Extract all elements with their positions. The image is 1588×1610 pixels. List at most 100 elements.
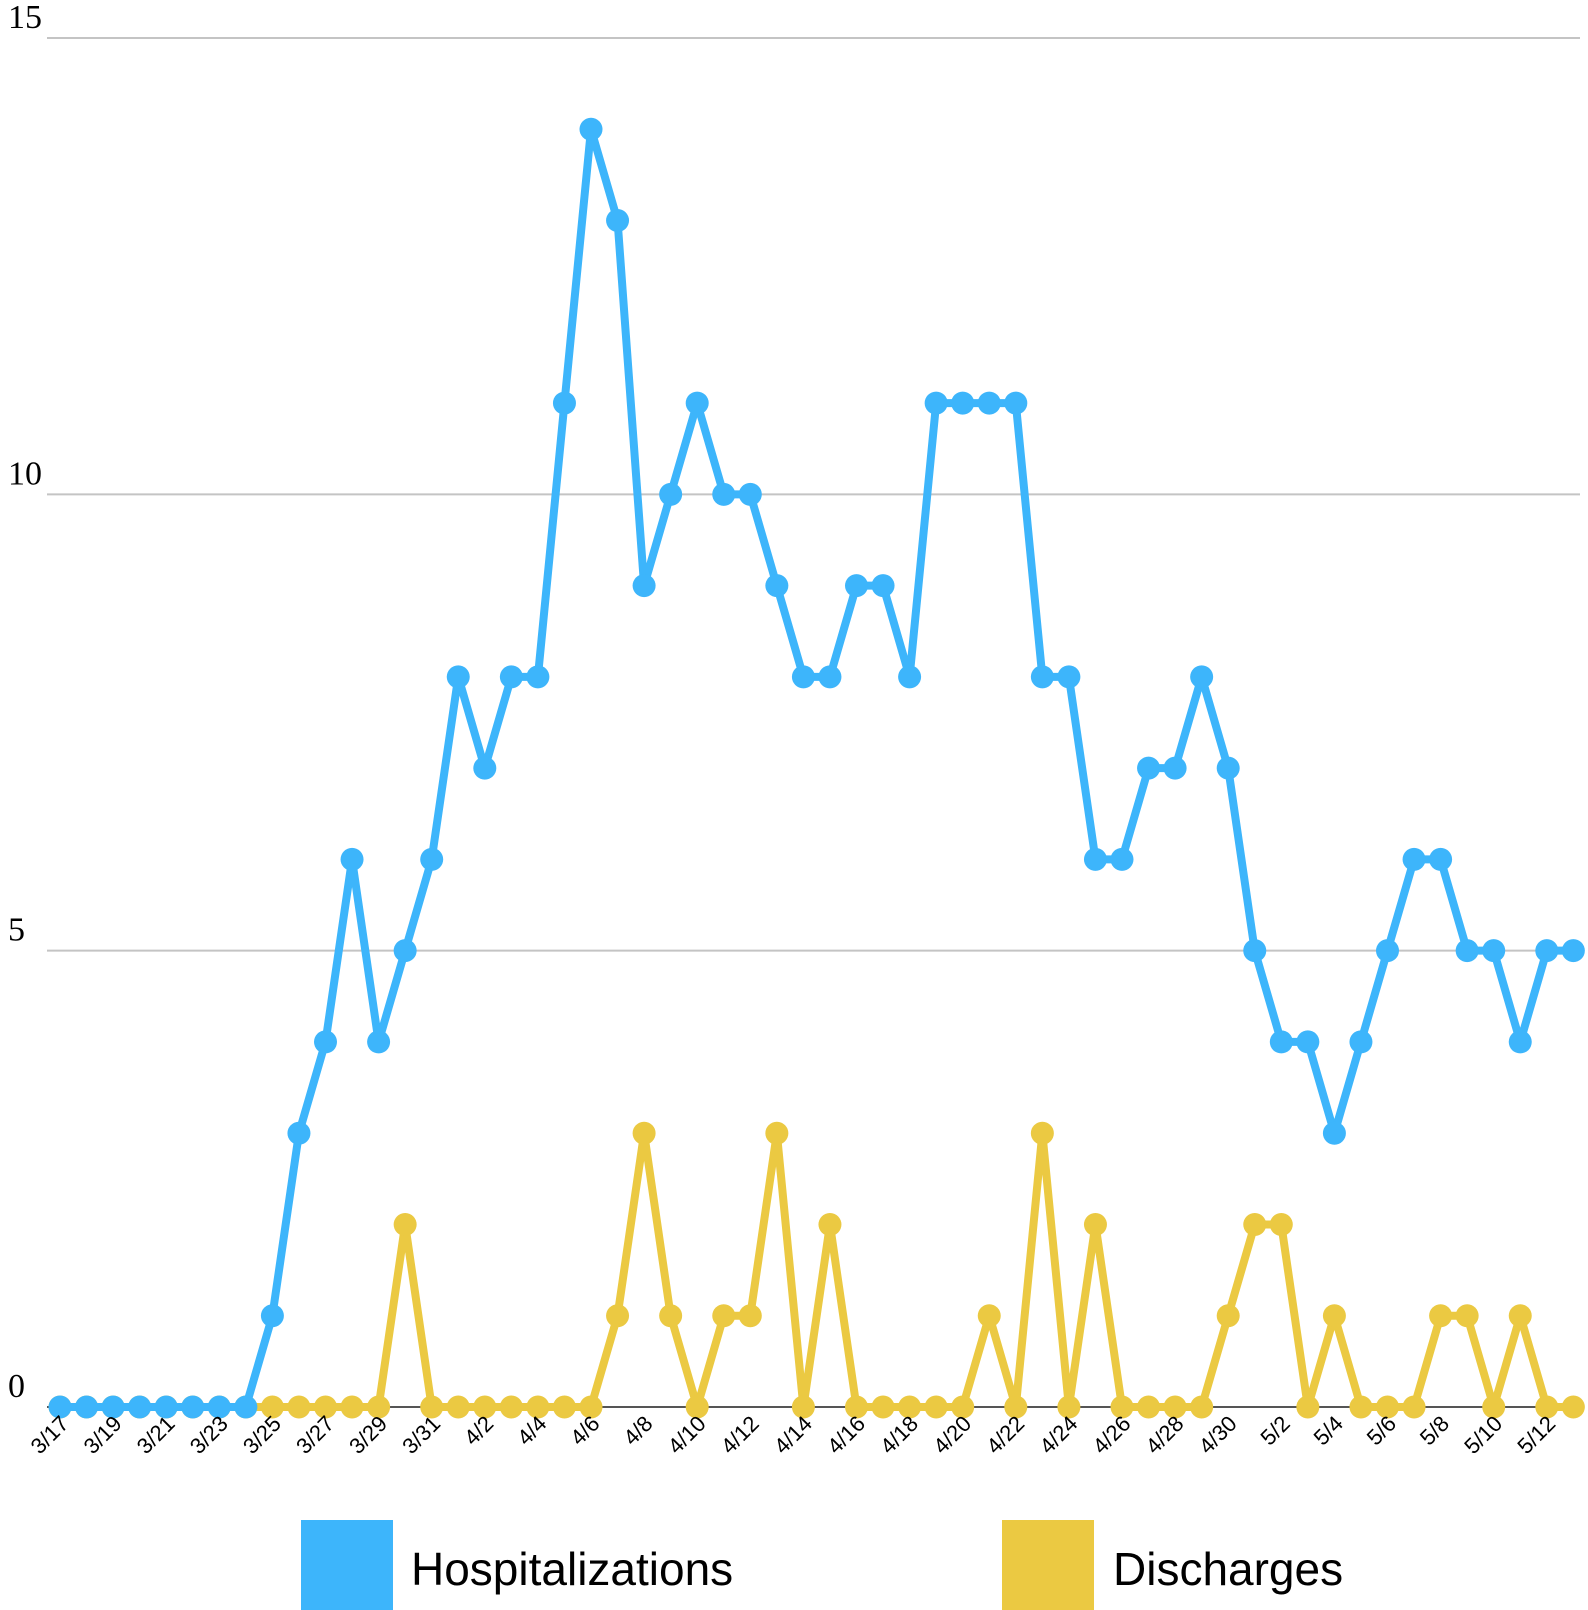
data-point [1455,1304,1479,1328]
data-point [685,1395,709,1419]
data-point [632,574,656,598]
data-point [791,665,815,689]
data-point [552,391,576,415]
data-point [1030,1121,1054,1145]
data-point [818,665,842,689]
data-point [154,1395,178,1419]
data-point [924,391,948,415]
data-point [234,1395,258,1419]
data-point [977,391,1001,415]
x-axis-ticks: 3/17 3/19 3/21 3/23 3/25 3/27 3/29 3/31 4/2 4/4 4/… [26,1411,1561,1459]
data-point [898,665,922,689]
x-tick-label: 4/26 [1088,1411,1136,1459]
x-tick-label: 4/6 [565,1411,604,1450]
data-point [712,482,736,506]
y-tick-label: 5 [8,912,25,949]
data-point [314,1030,337,1054]
data-point [1004,1395,1028,1419]
data-point [659,1304,683,1328]
data-point [738,482,762,506]
data-point [1508,1304,1532,1328]
data-point [659,482,683,506]
data-point [1190,665,1214,689]
data-point [1535,1395,1559,1419]
data-point [499,665,523,689]
data-point [791,1395,815,1419]
data-point [1561,939,1585,963]
y-tick-label: 0 [8,1368,25,1405]
legend-label-hospitalizations: Hospitalizations [411,1543,733,1595]
x-tick-label: 4/10 [663,1411,711,1459]
data-point [1216,1304,1240,1328]
data-point [1110,1395,1134,1419]
x-tick-label: 4/24 [1034,1411,1082,1459]
data-point [1269,1030,1293,1054]
data-point [1030,665,1054,689]
data-point [1376,1395,1399,1419]
x-tick-label: 3/17 [26,1411,74,1459]
data-point [367,1030,391,1054]
data-point [1083,1212,1107,1236]
data-point [340,1395,364,1419]
data-point [632,1121,656,1145]
data-point [1216,756,1240,780]
legend-label-discharges: Discharges [1113,1543,1343,1595]
y-tick-label: 15 [8,0,42,36]
data-point [1190,1395,1214,1419]
series-hospitalizations [48,117,1585,1419]
data-point [606,209,630,233]
data-point [1402,1395,1426,1419]
x-tick-label: 5/4 [1309,1411,1348,1450]
x-tick-label: 5/10 [1459,1411,1507,1459]
data-point [48,1395,72,1419]
data-point [1482,1395,1506,1419]
data-point [1376,939,1399,963]
data-point [765,574,789,598]
data-point [499,1395,523,1419]
data-point [845,1395,868,1419]
data-point [314,1395,337,1419]
series-line [60,1129,1574,1411]
data-point [845,574,868,598]
x-tick-label: 5/8 [1415,1411,1454,1450]
data-point [951,1395,975,1419]
y-axis-ticks: 0 5 10 15 [8,0,42,1405]
data-point [393,939,417,963]
x-tick-label: 4/22 [981,1411,1029,1459]
data-point [1243,939,1267,963]
data-point [1083,847,1107,871]
data-point [552,1395,576,1419]
data-point [924,1395,948,1419]
x-tick-label: 4/4 [512,1411,551,1450]
data-point [1057,1395,1081,1419]
data-point [871,1395,895,1419]
data-point [287,1395,311,1419]
data-point [1110,847,1134,871]
y-tick-label: 10 [8,455,42,492]
data-point [1057,665,1081,689]
data-point [1296,1395,1320,1419]
x-tick-label: 4/16 [822,1411,870,1459]
data-point [75,1395,99,1419]
gridlines [47,37,1580,952]
x-tick-label: 5/2 [1256,1411,1295,1450]
data-point [420,847,444,871]
series-line [60,125,1574,1411]
data-point [685,391,709,415]
x-tick-label: 5/12 [1512,1411,1560,1459]
data-point [367,1395,391,1419]
data-point [526,665,550,689]
data-point [1296,1030,1320,1054]
data-point [1137,1395,1161,1419]
data-point [1349,1395,1373,1419]
data-point [420,1395,444,1419]
data-point [712,1304,736,1328]
data-point [446,665,470,689]
series-layer [48,117,1585,1419]
data-point [1243,1212,1267,1236]
data-point [128,1395,152,1419]
data-point [898,1395,922,1419]
data-point [1455,939,1479,963]
data-point [340,847,364,871]
